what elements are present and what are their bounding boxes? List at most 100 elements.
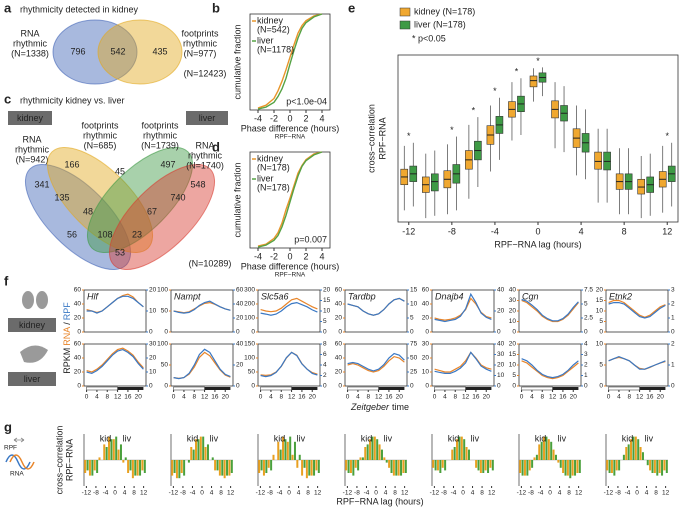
bar xyxy=(475,460,478,468)
region-count: 497 xyxy=(160,159,175,169)
set-label: footprints xyxy=(141,120,179,130)
x-tick-label: -8 xyxy=(93,490,99,497)
y-tick-label: 20 xyxy=(74,369,82,376)
gene-name: Dnajb4 xyxy=(435,291,464,301)
y-tick-label: 100 xyxy=(157,287,168,294)
bar xyxy=(467,449,470,460)
y-tick-label: 0 xyxy=(77,329,81,336)
bar xyxy=(484,460,487,471)
x-tick-label: 4 xyxy=(210,490,214,497)
dark-bar xyxy=(117,387,144,390)
y-tick-label: 0 xyxy=(512,383,516,390)
bar xyxy=(526,460,529,476)
bar xyxy=(93,460,96,471)
cdf-line xyxy=(257,151,323,247)
set-label: rhythmic xyxy=(143,130,178,140)
dark-bar xyxy=(552,387,579,390)
bar xyxy=(91,460,94,476)
bar xyxy=(134,460,137,476)
bar xyxy=(531,460,534,468)
bar xyxy=(402,460,405,473)
bar xyxy=(663,460,666,471)
x-tick-label: 8 xyxy=(192,394,196,401)
bar xyxy=(214,460,217,471)
bar xyxy=(258,460,261,473)
x-tick-label: 8 xyxy=(366,394,370,401)
y2-tick-label: 0 xyxy=(236,329,240,336)
legend-label: kidney xyxy=(257,15,284,25)
region-count: 542 xyxy=(110,46,125,56)
y-axis-label: cumulative fraction xyxy=(232,162,242,237)
rpf-line xyxy=(260,301,318,316)
bar xyxy=(569,460,572,479)
bar xyxy=(479,460,482,473)
rna-line xyxy=(347,355,405,373)
y-tick-label: 5 xyxy=(599,362,603,369)
y2-tick-label: 1 xyxy=(671,315,675,322)
x-tick-label: 0 xyxy=(520,394,524,401)
y-tick-label: 0 xyxy=(164,383,168,390)
x-tick-label: 8 xyxy=(654,490,658,497)
y2-tick-label: 20 xyxy=(236,362,244,369)
bar xyxy=(456,439,459,460)
icon-label: RPF xyxy=(4,445,17,452)
region-count: 67 xyxy=(147,206,157,216)
bar xyxy=(519,460,522,473)
rpf-wave xyxy=(5,454,31,470)
bar xyxy=(439,460,442,473)
bar xyxy=(540,441,543,460)
x-tick-label: 20 xyxy=(309,394,317,401)
bar xyxy=(641,452,644,460)
x-tick-label: 0 xyxy=(113,490,117,497)
y2-tick-label: 20 xyxy=(149,355,157,362)
tissue-label: kidney xyxy=(17,113,44,123)
region-count: 740 xyxy=(170,192,185,202)
light-bar xyxy=(260,386,292,391)
y-tick-label: 40 xyxy=(422,301,430,308)
legend-label: liver xyxy=(257,173,274,183)
y2-tick-label: 15 xyxy=(410,287,418,294)
region-count: 23 xyxy=(132,229,142,239)
panel-label: b xyxy=(212,0,220,15)
tissue-box xyxy=(186,111,228,125)
y2-tick-label: 75 xyxy=(410,341,418,348)
y-tick-label: 0 xyxy=(599,329,603,336)
box xyxy=(431,173,439,192)
x-tick-label: 12 xyxy=(201,394,209,401)
region-count: 341 xyxy=(34,179,49,189)
plot-frame xyxy=(83,343,147,387)
panel-label: a xyxy=(4,0,12,15)
x-tick-label: -4 xyxy=(190,490,196,497)
y2-tick-label: 30 xyxy=(497,351,505,358)
bar xyxy=(610,460,613,473)
x-tick-label: -4 xyxy=(451,490,457,497)
panel-label: d xyxy=(212,139,220,154)
legend-count: (N=1178) xyxy=(257,44,294,54)
bar xyxy=(521,460,524,476)
y-tick-label: 15 xyxy=(596,297,604,304)
bar xyxy=(535,454,538,460)
y-tick-label: 50 xyxy=(161,308,169,315)
bar xyxy=(345,460,348,471)
bar xyxy=(606,460,609,471)
bar xyxy=(371,436,374,460)
bar xyxy=(199,436,202,460)
x-axis-sublabel: RPF−RNA xyxy=(275,134,306,141)
y-axis-label: RPF−RNA xyxy=(64,439,74,481)
rpf-line xyxy=(173,300,231,314)
y2-tick-label: 2 xyxy=(671,341,675,348)
x-tick-label: 0 xyxy=(433,394,437,401)
bar xyxy=(376,439,379,460)
rpf-line xyxy=(347,297,405,316)
set-label: footprints xyxy=(181,28,219,38)
bar xyxy=(124,457,127,460)
y-tick-label: 60 xyxy=(335,287,343,294)
y2-tick-label: 4 xyxy=(323,362,327,369)
bar xyxy=(308,460,311,476)
x-tick-label: -4 xyxy=(625,490,631,497)
x-tick-label: -2 xyxy=(270,113,278,123)
panel-label: f xyxy=(4,273,9,288)
x-tick-label: 0 xyxy=(346,394,350,401)
bar xyxy=(369,439,372,460)
bar xyxy=(627,444,630,460)
